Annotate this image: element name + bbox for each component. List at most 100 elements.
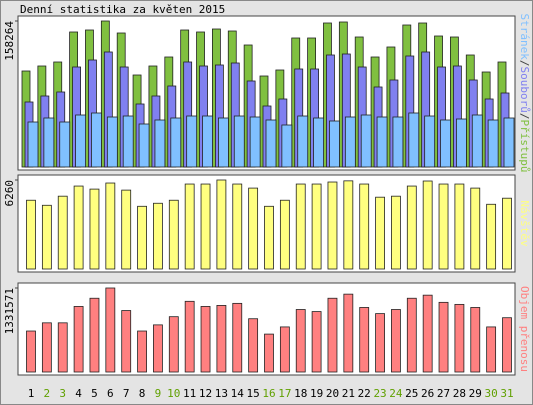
legend-entry: Objem přenosu — [518, 286, 531, 372]
bar — [295, 183, 306, 270]
bar — [264, 205, 274, 270]
x-tick-label: 2 — [44, 387, 51, 400]
x-tick-label: 3 — [59, 387, 66, 400]
x-tick-label: 27 — [437, 387, 450, 400]
legend: Návštěv — [518, 200, 531, 247]
bar — [264, 333, 274, 373]
bar — [297, 115, 309, 168]
bar — [392, 116, 404, 168]
bar — [486, 326, 497, 373]
x-tick-label: 1 — [28, 387, 35, 400]
bar — [26, 199, 36, 270]
bar — [503, 117, 515, 168]
bar — [406, 185, 417, 270]
bar — [455, 118, 467, 168]
bar — [57, 195, 68, 270]
bar — [375, 313, 385, 373]
legend-separator: / — [518, 60, 531, 67]
bar — [153, 202, 163, 270]
bar — [327, 181, 338, 270]
x-tick-label: 25 — [405, 387, 418, 400]
bar — [216, 179, 227, 270]
x-tick-label: 21 — [342, 387, 355, 400]
x-tick-label: 10 — [167, 387, 180, 400]
x-tick-label: 30 — [485, 387, 498, 400]
bar — [57, 322, 68, 373]
bar — [200, 306, 211, 373]
bar — [470, 307, 481, 373]
bar — [233, 115, 245, 168]
bar — [122, 115, 134, 168]
bar — [106, 116, 118, 168]
x-tick-label: 18 — [294, 387, 307, 400]
legend-entry: Stránek — [518, 14, 531, 61]
x-tick-label: 31 — [500, 387, 513, 400]
bar — [391, 195, 401, 270]
bar — [43, 117, 55, 168]
legend: Stránek/Souborů/Přístupů — [518, 14, 531, 173]
bar — [281, 124, 293, 168]
bar — [344, 116, 356, 168]
bar — [217, 117, 229, 168]
x-tick-label: 22 — [358, 387, 371, 400]
bar — [91, 112, 102, 168]
bar — [202, 115, 213, 168]
y-tick-label: 158264 — [3, 21, 16, 61]
bar — [376, 116, 388, 168]
bar — [454, 183, 465, 270]
legend: Objem přenosu — [518, 286, 531, 372]
y-tick-label: 6260 — [3, 180, 16, 207]
bar — [216, 305, 227, 373]
bar — [170, 117, 182, 168]
bar — [279, 326, 290, 373]
bar — [424, 115, 436, 168]
x-tick-label: 28 — [453, 387, 466, 400]
bar — [471, 114, 483, 168]
bar — [73, 185, 84, 270]
x-tick-label: 29 — [469, 387, 482, 400]
bar — [232, 183, 243, 270]
bar — [313, 117, 325, 168]
bar — [41, 204, 52, 270]
bar — [502, 197, 512, 270]
bar — [311, 311, 322, 373]
chart-title: Denní statistika za květen 2015 — [20, 3, 225, 16]
bar — [440, 119, 451, 168]
bar — [59, 121, 71, 168]
bar — [27, 121, 39, 168]
bar — [186, 115, 198, 168]
bar — [200, 183, 211, 270]
bar — [75, 114, 86, 168]
bar — [248, 318, 259, 373]
x-tick-label: 6 — [107, 387, 114, 400]
bar — [360, 114, 372, 168]
bar — [153, 324, 163, 373]
bar — [359, 183, 370, 270]
bar — [375, 196, 385, 270]
bar — [295, 309, 306, 373]
bar — [438, 183, 449, 270]
bar — [359, 307, 370, 373]
bar — [137, 205, 147, 270]
bar — [249, 116, 261, 168]
bar — [121, 310, 132, 373]
legend-entry: Návštěv — [518, 200, 531, 247]
x-tick-label: 17 — [278, 387, 291, 400]
legend-separator: / — [518, 113, 531, 120]
x-tick-label: 5 — [91, 387, 98, 400]
bar — [487, 119, 499, 168]
bar — [41, 322, 52, 373]
bar — [486, 203, 497, 270]
x-tick-label: 26 — [421, 387, 434, 400]
bar — [438, 301, 449, 373]
bar — [105, 182, 116, 270]
bar — [168, 316, 179, 373]
x-tick-label: 4 — [75, 387, 82, 400]
bar — [137, 330, 147, 373]
x-tick-label: 11 — [183, 387, 196, 400]
x-tick-label: 19 — [310, 387, 323, 400]
bar — [154, 119, 166, 168]
x-tick-label: 7 — [123, 387, 130, 400]
bar — [406, 297, 417, 373]
